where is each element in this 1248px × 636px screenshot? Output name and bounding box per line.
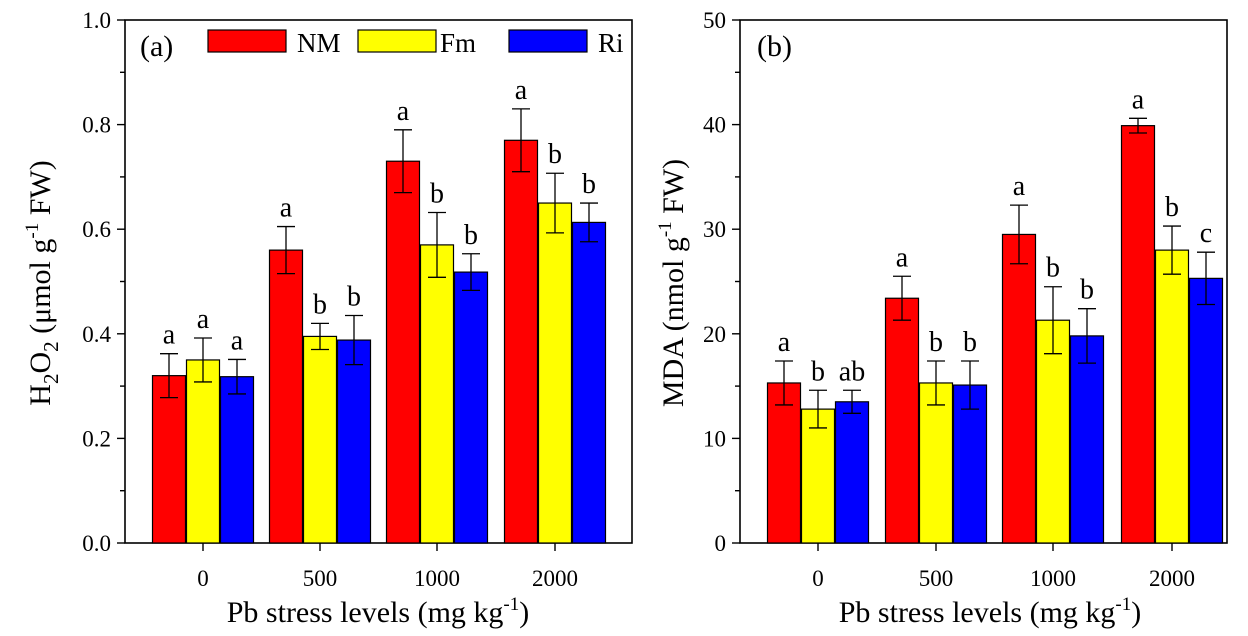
panel-a-label: (a) — [140, 30, 173, 63]
panel-b-significance-label: ab — [839, 356, 865, 387]
panel-a-bar-nm — [151, 375, 187, 544]
legend-label-fm: Fm — [440, 28, 476, 58]
panel-a-significance-label: b — [464, 220, 478, 251]
panel-b-y-tick-label: 30 — [703, 217, 726, 242]
panel-a-significance-label: a — [163, 320, 176, 351]
panel-b-significance-label: b — [1165, 192, 1179, 223]
legend-swatch-fm — [357, 29, 437, 53]
panel-b-y-tick-label: 0 — [715, 531, 727, 556]
panel-a-bar-nm — [503, 139, 539, 544]
panel-b-x-tick-label: 0 — [812, 566, 824, 591]
panel-a-x-tick-label: 500 — [303, 566, 338, 591]
panel-b-bar-ri — [952, 384, 988, 544]
panel-a-bar-ri — [453, 271, 489, 544]
panel-b-bar-nm — [766, 382, 802, 544]
panel-a-significance-label: a — [231, 325, 244, 356]
panel-b-bar-ri — [1069, 335, 1105, 544]
legend: NM Fm Ri — [207, 28, 624, 58]
panel-b-x-tick-label: 1000 — [1030, 566, 1076, 591]
panel-b: (b) Pb stress levels (mg kg-1) MDA (nmol… — [655, 30, 1141, 629]
panel-a-bar-ri — [219, 376, 255, 544]
panel-a-significance-label: a — [197, 304, 210, 335]
panel-a-y-tick-label: 0.2 — [82, 426, 111, 451]
panel-b-bar-ri — [1188, 277, 1224, 544]
panel-b-significance-label: b — [811, 356, 825, 387]
panel-b-bar-fm — [800, 408, 836, 544]
panel-b-y-tick-label: 20 — [703, 322, 726, 347]
panel-b-bar-fm — [1154, 249, 1190, 544]
panel-a-y-tick-label: 0.0 — [82, 531, 111, 556]
panel-a-bar-fm — [419, 244, 455, 544]
panel-a-y-tick-label: 0.6 — [82, 217, 111, 242]
panel-a-x-tick-label: 0 — [197, 566, 209, 591]
legend-swatch-nm — [207, 29, 287, 53]
panel-b-significance-label: b — [1080, 275, 1094, 306]
panel-a-bar-nm — [268, 249, 304, 544]
panel-b-significance-label: a — [1132, 84, 1145, 115]
panel-b-significance-label: b — [1046, 253, 1060, 284]
panel-a-y-axis-label: H2O2 (μmol g-1 FW) — [22, 160, 63, 405]
panel-b-bar-fm — [1035, 319, 1071, 544]
panel-b-label: (b) — [757, 30, 792, 63]
panel-b-x-tick-label: 500 — [919, 566, 954, 591]
panel-b-significance-label: b — [963, 327, 977, 358]
panel-a-significance-label: a — [397, 96, 410, 127]
panel-b-y-tick-label: 50 — [703, 8, 726, 33]
legend-label-ri: Ri — [598, 28, 624, 58]
panel-a-significance-label: b — [313, 289, 327, 320]
panel-a-significance-label: b — [548, 139, 562, 170]
panel-a-x-tick-label: 2000 — [532, 566, 578, 591]
panel-b-significance-label: a — [896, 242, 909, 273]
panel-a-y-tick-label: 0.8 — [82, 113, 111, 138]
panel-b-significance-label: b — [929, 327, 943, 358]
panel-a-x-tick-label: 1000 — [414, 566, 460, 591]
panel-a-x-axis-label: Pb stress levels (mg kg-1) — [227, 594, 529, 629]
panel-b-bar-ri — [834, 401, 870, 544]
panel-b-y-axis-label: MDA (nmol g-1 FW) — [655, 159, 690, 407]
panel-b-y-tick-label: 40 — [703, 113, 726, 138]
panel-a-significance-label: b — [347, 281, 361, 312]
panel-a-significance-label: b — [430, 178, 444, 209]
panel-a-y-tick-label: 0.4 — [82, 322, 111, 347]
panel-a-bar-fm — [302, 335, 338, 544]
panel-a-bar-nm — [385, 160, 421, 544]
panel-a-bar-ri — [571, 221, 607, 544]
legend-label-nm: NM — [297, 28, 341, 58]
panel-a-bar-ri — [336, 339, 372, 544]
panel-b-significance-label: a — [778, 327, 791, 358]
panel-a-significance-label: a — [280, 193, 293, 224]
panel-b-x-axis-label: Pb stress levels (mg kg-1) — [839, 594, 1141, 629]
panel-a-y-tick-label: 1.0 — [82, 8, 111, 33]
panel-b-y-tick-label: 10 — [703, 426, 726, 451]
panel-a: (a) Pb stress levels (mg kg-1) H2O2 (μmo… — [22, 30, 529, 629]
panel-b-significance-label: a — [1013, 171, 1026, 202]
panel-b-bar-nm — [884, 297, 920, 544]
panel-b-bar-fm — [918, 382, 954, 544]
panel-a-bar-fm — [185, 359, 221, 544]
panel-a-significance-label: a — [515, 75, 528, 106]
panel-b-bar-nm — [1120, 125, 1156, 544]
panel-b-bar-nm — [1001, 233, 1037, 544]
panel-a-bar-fm — [537, 202, 573, 544]
legend-swatch-ri — [508, 29, 588, 53]
panel-a-significance-label: b — [582, 169, 596, 200]
panel-b-significance-label: c — [1200, 218, 1212, 249]
panel-b-x-tick-label: 2000 — [1149, 566, 1195, 591]
